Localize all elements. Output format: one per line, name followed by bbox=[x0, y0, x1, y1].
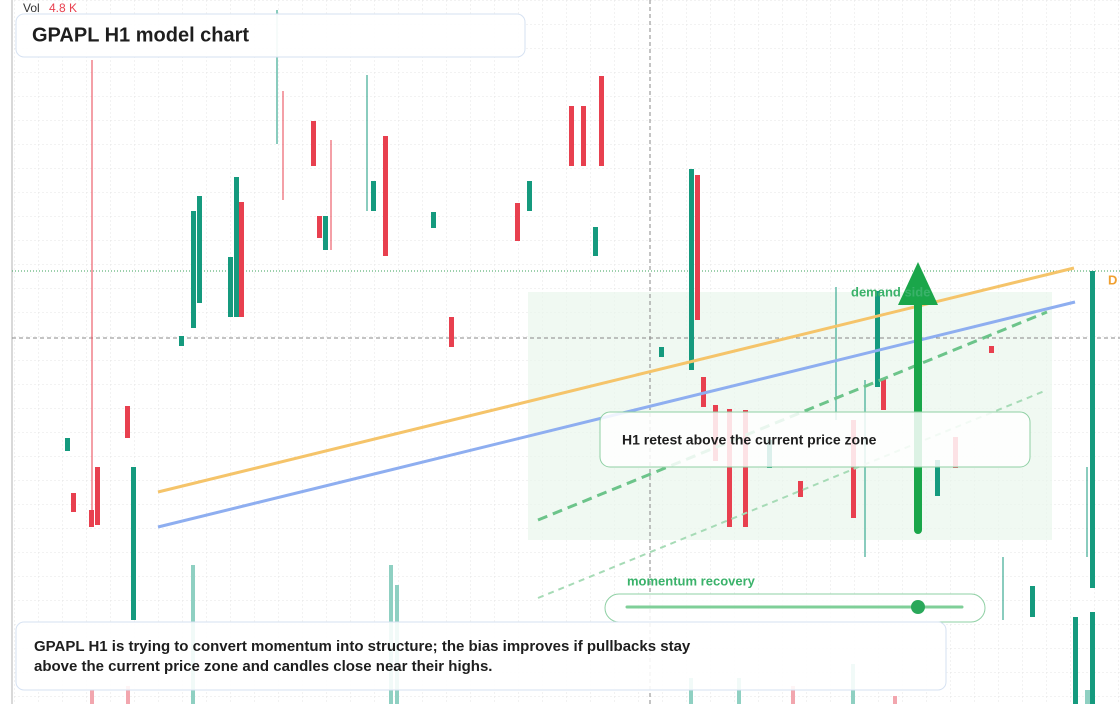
candle bbox=[593, 227, 598, 256]
candle bbox=[1073, 617, 1078, 704]
note-line: GPAPL H1 is trying to convert momentum i… bbox=[34, 638, 691, 655]
candle bbox=[1030, 586, 1035, 617]
chart-title: GPAPL H1 model chart bbox=[32, 24, 249, 46]
candle bbox=[935, 460, 940, 496]
slider-knob bbox=[911, 600, 925, 614]
candle bbox=[228, 257, 233, 317]
candle bbox=[527, 181, 532, 211]
candle bbox=[311, 121, 316, 166]
volume-bar bbox=[689, 678, 693, 704]
candle bbox=[881, 378, 886, 410]
note-box bbox=[15, 621, 947, 691]
candle bbox=[179, 336, 184, 346]
title-box bbox=[15, 13, 526, 58]
candle bbox=[65, 438, 70, 451]
candle bbox=[317, 216, 322, 238]
candle bbox=[743, 410, 748, 527]
candle bbox=[727, 409, 732, 527]
vol-value: 4.8 K bbox=[49, 1, 77, 15]
volume-bar bbox=[893, 696, 897, 704]
candle bbox=[1090, 271, 1095, 588]
candle bbox=[449, 317, 454, 347]
channel-line bbox=[537, 389, 1048, 599]
candle bbox=[875, 291, 880, 387]
edge-label: D bbox=[1108, 272, 1117, 287]
arrow-head bbox=[898, 262, 938, 305]
candle bbox=[383, 136, 388, 256]
candle bbox=[659, 347, 664, 357]
candle bbox=[234, 177, 239, 317]
volume-bar bbox=[1085, 690, 1091, 704]
candle bbox=[581, 106, 586, 166]
vol-label: Vol bbox=[23, 1, 40, 15]
candle bbox=[515, 203, 520, 241]
candle bbox=[191, 211, 196, 328]
candle bbox=[695, 175, 700, 320]
volume-bar bbox=[737, 678, 741, 704]
candle bbox=[371, 181, 376, 211]
callout-text: H1 retest above the current price zone bbox=[622, 432, 877, 448]
note-line: above the current price zone and candles… bbox=[34, 658, 492, 675]
zone-label: demand side bbox=[851, 284, 930, 299]
candle bbox=[599, 76, 604, 166]
candle bbox=[239, 202, 244, 317]
candle bbox=[798, 481, 803, 497]
candle bbox=[89, 510, 94, 527]
candle bbox=[1090, 612, 1095, 704]
candle bbox=[689, 169, 694, 370]
candle bbox=[989, 346, 994, 353]
volume-bar bbox=[126, 686, 130, 704]
candle bbox=[71, 493, 76, 512]
candle bbox=[125, 406, 130, 438]
candle bbox=[95, 467, 100, 525]
candle bbox=[197, 196, 202, 303]
candle bbox=[131, 467, 136, 620]
callout-box bbox=[599, 411, 1031, 468]
candle bbox=[569, 106, 574, 166]
volume-bar bbox=[90, 690, 94, 704]
slider-label: momentum recovery bbox=[627, 573, 756, 588]
candle bbox=[323, 216, 328, 250]
volume-bar bbox=[791, 686, 795, 704]
candle bbox=[851, 420, 856, 518]
candle bbox=[431, 212, 436, 228]
